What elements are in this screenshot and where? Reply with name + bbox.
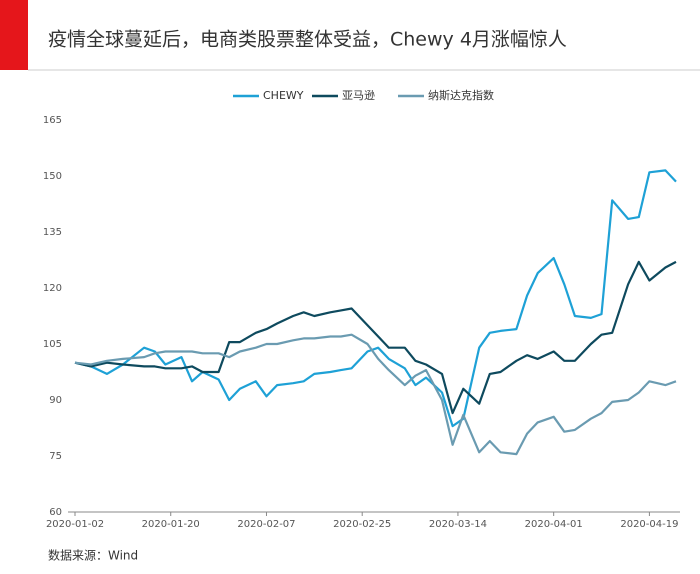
accent-bar	[0, 0, 28, 70]
y-tick-label: 105	[43, 339, 62, 350]
x-tick-label: 2020-02-07	[237, 519, 295, 530]
x-tick-label: 2020-04-19	[620, 519, 678, 530]
series-line	[74, 333, 677, 456]
x-tick-label: 2020-03-14	[429, 519, 487, 530]
y-tick-label: 120	[43, 283, 62, 294]
source-note: 数据来源：Wind	[48, 548, 138, 563]
y-tick-label: 60	[49, 507, 62, 518]
x-tick-label: 2020-02-25	[333, 519, 391, 530]
y-tick-label: 75	[49, 451, 62, 462]
x-tick-label: 2020-01-20	[142, 519, 200, 530]
x-tick-label: 2020-04-01	[525, 519, 583, 530]
legend-label: CHEWY	[263, 89, 304, 102]
chart-title: 疫情全球蔓延后，电商类股票整体受益，Chewy 4月涨幅惊人	[48, 29, 567, 51]
series-line	[74, 260, 677, 415]
y-tick-label: 165	[43, 115, 62, 126]
y-tick-label: 135	[43, 227, 62, 238]
y-tick-label: 90	[49, 395, 62, 406]
y-tick-label: 150	[43, 171, 62, 182]
legend-label: 亚马逊	[342, 89, 375, 102]
legend-label: 纳斯达克指数	[428, 88, 494, 102]
x-tick-label: 2020-01-02	[46, 519, 104, 530]
series-line	[74, 169, 677, 428]
